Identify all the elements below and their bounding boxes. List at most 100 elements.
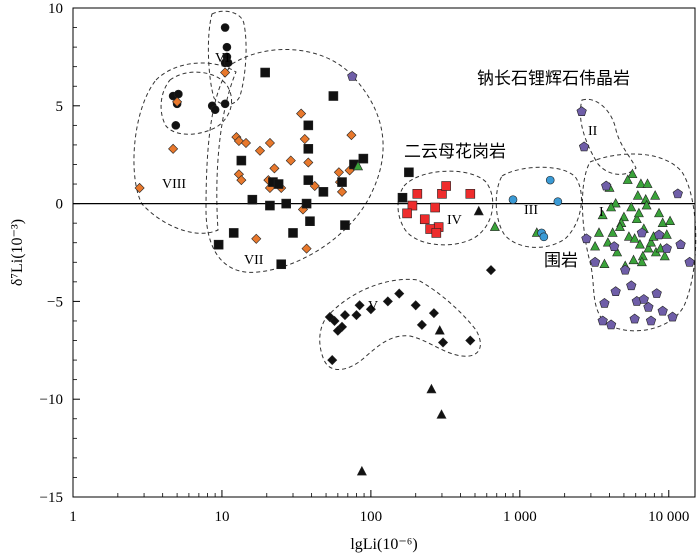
red-square-point (419, 214, 430, 225)
purple-pentagon-point (629, 313, 640, 324)
region-label-viii: VIII (162, 177, 186, 192)
region-label-iii: III (524, 203, 538, 218)
green-triangle-point (627, 168, 638, 179)
black-diamond-point (354, 300, 365, 311)
orange-diamond-point (336, 186, 348, 197)
black-circle-point (171, 121, 181, 130)
black-square-point (236, 155, 247, 166)
axes: 1 10 100 1 000 10 000 10 5 0 −5 −10 −15 lgLi(10⁻⁶) δ… (9, 1, 696, 553)
green-triangle-point (633, 207, 644, 218)
black-diamond-point (437, 337, 449, 348)
red-square-point (407, 200, 418, 211)
x-axis-title: lgLi(10⁻⁶) (350, 536, 417, 553)
black-triangle-point (434, 325, 445, 335)
purple-pentagon-point (626, 280, 637, 291)
blue-circle-point (508, 195, 518, 204)
region-label-i: I (599, 205, 604, 220)
black-triangle-point (426, 383, 437, 394)
black-square-point (318, 187, 329, 197)
green-triangle-point (628, 254, 639, 265)
black-diamond-point (410, 300, 421, 311)
orange-diamond-point (134, 182, 145, 193)
orange-diamond-point (251, 233, 262, 244)
green-triangle-point (659, 250, 670, 261)
purple-pentagon-point (605, 319, 617, 330)
black-diamond-point (416, 319, 427, 330)
y-tick-label: −15 (40, 490, 63, 506)
purple-pentagon-point (645, 315, 657, 326)
purple-pentagon-point (643, 301, 654, 312)
green-triangle-point (593, 227, 604, 237)
y-tick-label: −10 (40, 392, 63, 408)
green-triangle-point (353, 160, 364, 171)
red-square-point (465, 189, 476, 199)
purple-pentagon-point (589, 256, 601, 267)
orange-diamond-point (172, 96, 183, 107)
orange-diamond-point (301, 243, 312, 254)
green-triangle-point (654, 207, 665, 218)
green-triangle-point (489, 221, 500, 231)
black-triangle-point (473, 205, 484, 216)
purple-pentagon-point (610, 286, 621, 296)
black-square-point (273, 179, 284, 189)
red-square-point (431, 228, 442, 238)
blue-circle-point (545, 175, 555, 185)
green-triangle-point (665, 215, 676, 226)
orange-diamond-point (240, 137, 252, 148)
black-diamond-point (365, 304, 376, 315)
region-v-outline (319, 278, 481, 370)
orange-diamond-point (346, 130, 357, 141)
y-tick-label: −5 (47, 294, 63, 310)
annotation-albite-spodumene-pegmatite: 钠长石锂辉石伟晶岩 (477, 69, 630, 89)
x-tick-label: 1 (69, 509, 77, 525)
region-vi-lower-outline (160, 71, 233, 135)
purple-pentagon-point (609, 241, 620, 251)
black-square-point (328, 91, 339, 101)
green-triangle-point (602, 237, 613, 247)
orange-diamond-point (236, 175, 247, 186)
purple-pentagon-point (620, 264, 631, 275)
green-triangle-point (641, 199, 652, 210)
black-circle-point (223, 58, 233, 68)
purple-pentagon-point (638, 294, 649, 304)
blue-circle-point (553, 197, 563, 206)
black-square-point (397, 192, 408, 203)
orange-diamond-point (285, 155, 296, 166)
red-square-point (430, 202, 440, 213)
x-tick-label: 1 000 (503, 509, 537, 525)
purple-pentagon-point (581, 233, 592, 244)
black-square-point (337, 177, 347, 187)
black-square-point (265, 200, 275, 211)
orange-diamond-point (303, 157, 314, 168)
annotation-wall-rock: 围岩 (544, 251, 578, 271)
green-triangle-point (636, 256, 647, 267)
region-label-vi: VI (215, 51, 230, 66)
green-triangle-point (657, 217, 668, 227)
green-triangle-point (631, 213, 642, 224)
black-diamond-point (324, 312, 335, 323)
data-points (134, 23, 695, 476)
purple-pentagon-point (599, 297, 610, 308)
green-triangle-point (622, 174, 633, 184)
purple-pentagon-point (578, 141, 590, 152)
green-triangle-point (634, 239, 645, 249)
black-diamond-point (339, 310, 351, 321)
green-triangle-point (646, 237, 657, 247)
x-tick-label: 100 (360, 509, 383, 525)
field-regions (133, 10, 697, 370)
green-triangle-point (650, 190, 661, 200)
purple-pentagon-point (657, 305, 668, 316)
region-label-iv: IV (447, 213, 462, 228)
orange-diamond-point (220, 67, 231, 78)
orange-diamond-point (333, 167, 344, 178)
green-triangle-point (597, 209, 608, 220)
black-square-point (303, 144, 314, 154)
black-triangle-point (436, 409, 447, 419)
black-diamond-point (428, 308, 439, 319)
black-square-point (303, 175, 314, 185)
green-triangle-point (632, 190, 643, 200)
black-diamond-point (382, 296, 393, 307)
purple-pentagon-point (347, 71, 358, 81)
orange-diamond-point (264, 137, 275, 148)
green-triangle-point (610, 197, 621, 208)
